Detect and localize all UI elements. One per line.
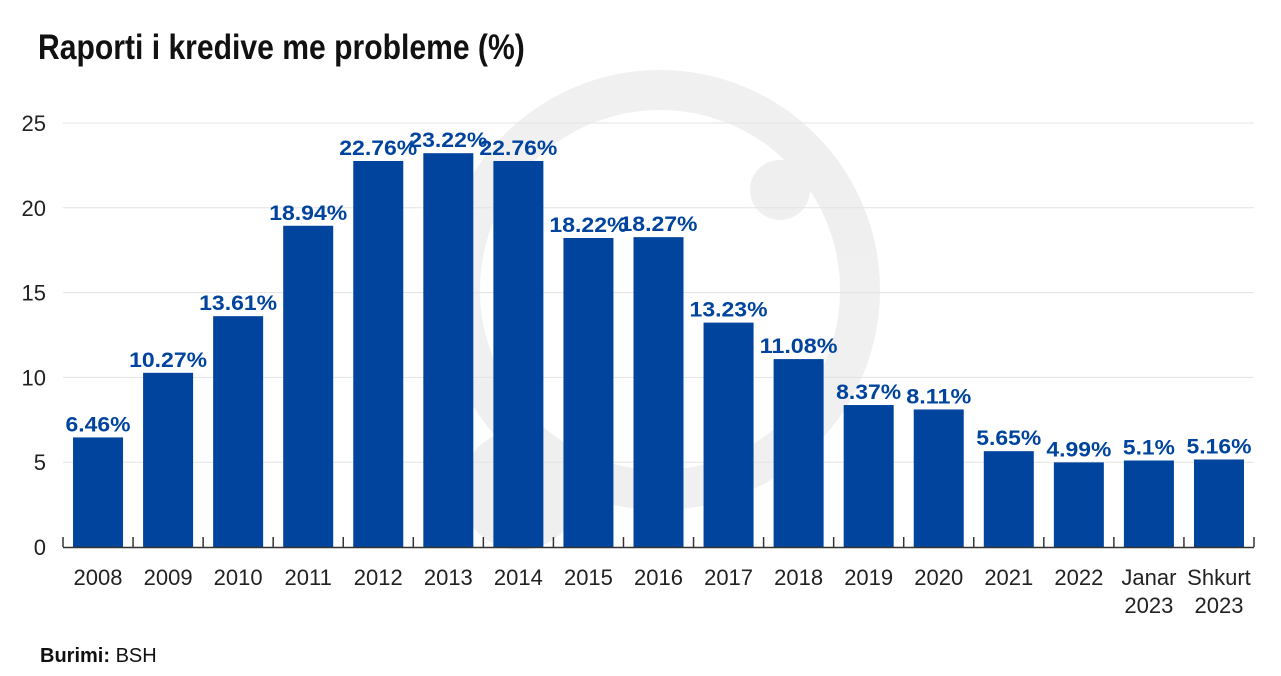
- x-tick-label: 2023: [1124, 593, 1173, 618]
- data-label: 5.65%: [976, 427, 1041, 450]
- y-tick-label: 0: [34, 535, 46, 560]
- bar: [843, 405, 894, 547]
- chart-title: Raporti i kredive me probleme (%): [38, 28, 525, 67]
- source-note: Burimi: BSH: [40, 645, 157, 668]
- data-label: 18.94%: [269, 202, 347, 225]
- bar: [353, 160, 404, 547]
- data-label: 10.27%: [129, 349, 207, 372]
- source-label: Burimi:: [40, 645, 110, 667]
- x-tick-label: 2020: [914, 565, 963, 590]
- bar: [563, 237, 614, 547]
- bar: [493, 160, 544, 547]
- bar: [423, 153, 474, 548]
- y-tick-label: 10: [22, 365, 46, 390]
- x-tick-label: 2014: [494, 565, 543, 590]
- bar: [73, 437, 124, 547]
- x-tick-label: 2015: [564, 565, 613, 590]
- data-label: 4.99%: [1046, 438, 1111, 461]
- x-tick-label: 2022: [1054, 565, 1103, 590]
- bar: [913, 409, 964, 547]
- x-tick-label: Shkurt: [1187, 565, 1251, 590]
- data-label: 13.61%: [199, 292, 277, 315]
- bar: [983, 451, 1034, 547]
- data-label: 18.22%: [549, 214, 627, 237]
- data-label: 5.16%: [1186, 435, 1251, 458]
- y-tick-label: 15: [22, 281, 46, 306]
- x-tick-label: 2017: [704, 565, 753, 590]
- source-value: BSH: [115, 645, 157, 667]
- x-tick-label: Janar: [1121, 565, 1176, 590]
- x-tick-label: 2023: [1194, 593, 1243, 618]
- bar: [213, 316, 264, 547]
- bar: [633, 237, 684, 547]
- bar: [1123, 460, 1174, 547]
- data-label: 22.76%: [339, 137, 417, 160]
- y-tick-label: 5: [34, 450, 46, 475]
- bar: [283, 225, 334, 548]
- x-tick-label: 2012: [354, 565, 403, 590]
- data-label: 5.1%: [1123, 437, 1175, 460]
- data-label: 22.76%: [479, 137, 557, 160]
- y-tick-label: 25: [22, 111, 46, 136]
- data-label: 8.37%: [836, 381, 901, 404]
- data-label: 11.08%: [760, 335, 838, 358]
- y-tick-label: 20: [22, 196, 46, 221]
- bar: [703, 322, 754, 547]
- data-label: 8.11%: [906, 385, 971, 408]
- x-tick-label: 2021: [984, 565, 1033, 590]
- x-tick-label: 2018: [774, 565, 823, 590]
- data-label: 18.27%: [620, 213, 698, 236]
- x-tick-label: 2008: [74, 565, 123, 590]
- x-tick-label: 2009: [144, 565, 193, 590]
- bar: [143, 372, 194, 547]
- bar: [1053, 462, 1104, 547]
- data-label: 23.22%: [409, 129, 487, 152]
- x-tick-label: 2013: [424, 565, 473, 590]
- x-tick-label: 2019: [844, 565, 893, 590]
- x-tick-label: 2011: [285, 565, 332, 590]
- data-label: 13.23%: [690, 299, 768, 322]
- bar: [1193, 459, 1244, 547]
- x-tick-label: 2016: [634, 565, 683, 590]
- data-label: 6.46%: [66, 413, 131, 436]
- x-tick-label: 2010: [214, 565, 263, 590]
- bar: [773, 359, 824, 547]
